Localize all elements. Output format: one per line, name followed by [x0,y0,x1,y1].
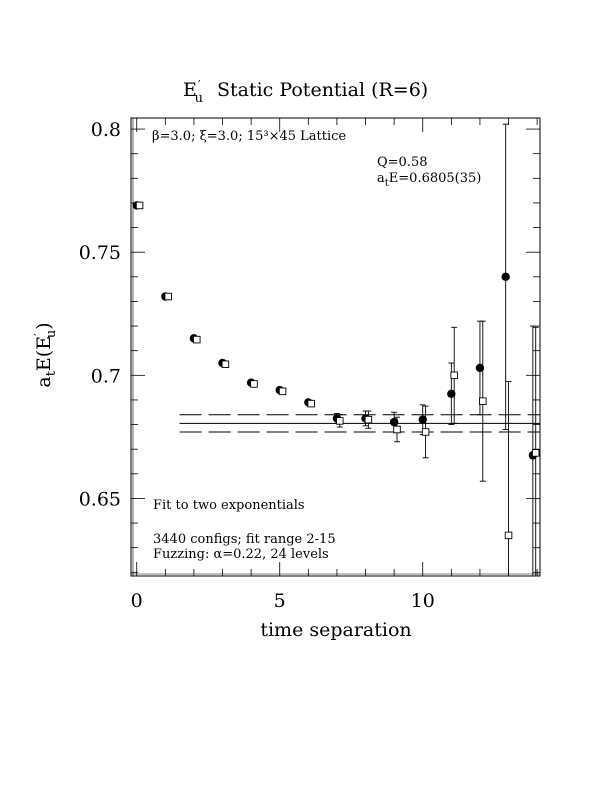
title-rest: Static Potential (R=6) [217,79,428,101]
q-annotation: Q=0.58 [377,155,428,170]
data-point-circle [447,389,456,398]
data-point-circle [501,272,510,282]
axis-ticks: 0 5 10 0.65 0.7 0.75 0.8 [79,118,540,612]
svg-text:atE(E′u): atE(E′u) [32,322,59,387]
data-point-circle [475,363,485,373]
energy-annotation: atE=0.6805(35) [377,171,481,189]
data-point-square [364,415,373,424]
data-point-square [504,531,513,540]
y-tick-label: 0.65 [79,488,121,510]
data-point-square [531,449,540,457]
x-tick-label: 5 [274,590,286,612]
data-point-square [393,425,401,434]
configs-annotation: 3440 configs; fit range 2-15 [153,532,336,547]
data-point-square [421,428,430,436]
fit-lines [179,414,540,433]
title-prime: ′ [198,78,201,92]
data-point-square [193,335,201,344]
x-tick-label: 0 [131,590,143,612]
title-sub: u [195,91,203,106]
y-tick-label: 0.8 [91,119,121,141]
data-point-circle [418,415,427,424]
lattice-annotation: β=3.0; ξ=3.0; 15³×45 Lattice [152,129,346,144]
data-point-square [164,292,172,301]
x-tick-label: 10 [411,590,435,612]
y-axis-label: atE(E′u) [32,322,59,387]
data-point-square [450,371,458,380]
y-tick-label: 0.7 [91,365,121,387]
data-point-square [336,417,344,425]
x-axis-label: time separation [260,619,411,641]
data-point-square [479,397,487,405]
chart-title: E′ u Static Potential (R=6) [183,78,428,106]
data-point-square [135,201,144,210]
data-point-square [250,380,258,388]
data-point-square [221,360,230,368]
data-point-square [307,399,315,408]
title-main: E [183,79,197,101]
data-point-square [278,387,287,396]
data-point-circle [389,417,399,427]
plot-frame [130,117,541,577]
fuzzing-annotation: Fuzzing: α=0.22, 24 levels [153,547,329,562]
y-tick-label: 0.75 [79,242,121,264]
fit-annotation: Fit to two exponentials [153,498,305,513]
data-marks [132,123,540,576]
